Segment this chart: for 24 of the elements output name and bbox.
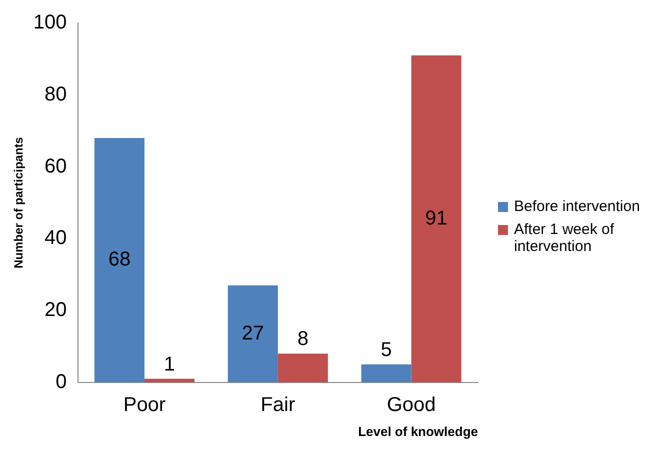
- bar: [411, 55, 462, 382]
- y-tick-label: 100: [33, 12, 67, 34]
- x-tick-label: Fair: [260, 394, 296, 416]
- data-label: 68: [108, 248, 131, 271]
- y-tick-label: 20: [44, 299, 67, 322]
- y-tick-label: 0: [56, 370, 67, 393]
- legend-label: Before intervention: [514, 198, 640, 215]
- bar: [228, 285, 278, 382]
- bar: [361, 364, 412, 382]
- data-label: 8: [297, 328, 308, 350]
- data-label: 91: [425, 207, 448, 230]
- data-label: 1: [164, 353, 176, 376]
- y-tick-label: 80: [44, 83, 67, 106]
- x-axis-title: Level of knowledge: [358, 424, 478, 439]
- x-tick-label: Poor: [123, 394, 166, 416]
- y-tick-label: 40: [44, 227, 67, 250]
- legend-label: After 1 week of intervention: [514, 221, 616, 255]
- data-label: 27: [242, 322, 264, 344]
- y-tick-label: 60: [44, 155, 67, 178]
- y-axis-title: Number of participants: [12, 136, 26, 268]
- bar: [278, 354, 328, 382]
- bar: [94, 138, 144, 382]
- data-label: 5: [380, 338, 392, 361]
- x-tick-label: Good: [386, 394, 436, 416]
